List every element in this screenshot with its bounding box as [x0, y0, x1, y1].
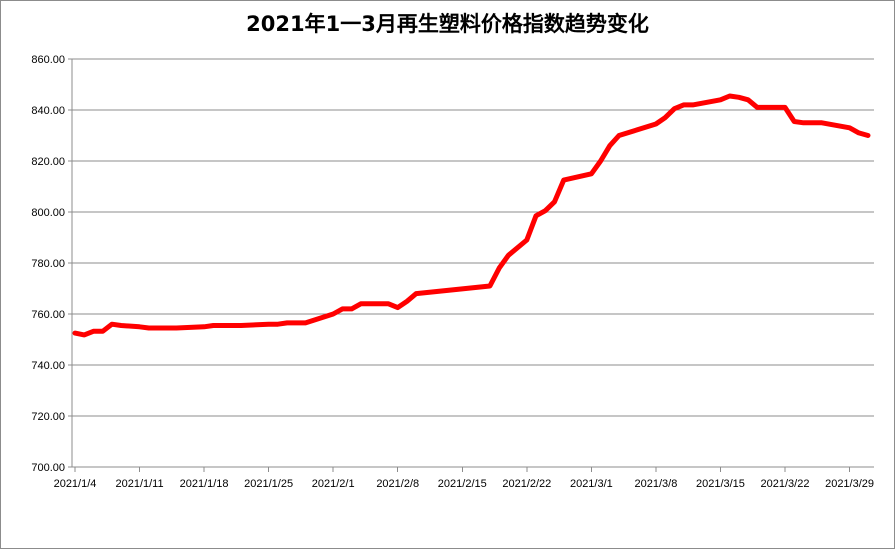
- y-tick-label: 860.00: [31, 54, 65, 66]
- series-line-0: [72, 93, 871, 338]
- x-tick-label: 2021/2/1: [312, 478, 355, 490]
- x-tick-label: 2021/3/29: [825, 478, 874, 490]
- gridlines: [68, 58, 874, 468]
- x-tick-label: 2021/1/25: [244, 478, 293, 490]
- x-tick-label: 2021/2/8: [376, 478, 419, 490]
- y-tick-label: 700.00: [31, 462, 65, 474]
- x-tick-label: 2021/3/8: [635, 478, 678, 490]
- chart-title: 2021年1一3月再生塑料价格指数趋势变化: [246, 12, 649, 36]
- y-tick-label: 720.00: [31, 411, 65, 423]
- y-tick-label: 800.00: [31, 207, 65, 219]
- x-tick-label: 2021/3/1: [570, 478, 613, 490]
- axes: [71, 59, 874, 472]
- x-tick-label: 2021/2/22: [502, 478, 551, 490]
- y-tick-labels: 700.00 720.00 740.00 760.00 780.00 800.00 820.…: [31, 54, 65, 474]
- y-tick-label: 820.00: [31, 156, 65, 168]
- x-tick-label: 2021/1/4: [54, 478, 97, 490]
- y-tick-label: 840.00: [31, 105, 65, 117]
- x-tick-label: 2021/1/11: [115, 478, 163, 490]
- x-tick-label: 2021/1/18: [180, 478, 229, 490]
- y-tick-label: 740.00: [31, 360, 65, 372]
- series-layer: [72, 93, 871, 338]
- x-tick-labels: 2021/1/4 2021/1/11 2021/1/18 2021/1/25 2021/…: [54, 478, 874, 490]
- x-tick-label: 2021/2/15: [438, 478, 487, 490]
- x-tick-label: 2021/3/22: [761, 478, 810, 490]
- y-tick-label: 760.00: [31, 309, 65, 321]
- x-tick-label: 2021/3/15: [696, 478, 745, 490]
- y-tick-label: 780.00: [31, 258, 65, 270]
